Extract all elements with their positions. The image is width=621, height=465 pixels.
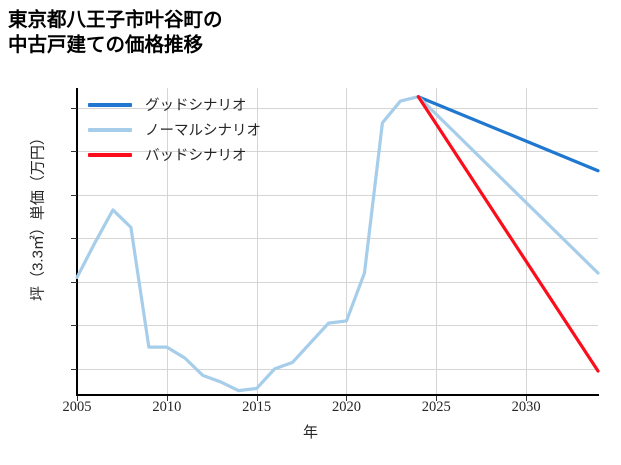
y-tick-mark <box>71 238 77 240</box>
y-tick-mark <box>71 107 77 109</box>
y-tick-mark <box>71 151 77 153</box>
legend: グッドシナリオ ノーマルシナリオ バッドシナリオ <box>88 92 303 167</box>
x-tick-label: 2020 <box>331 399 361 415</box>
legend-label-bad: バッドシナリオ <box>145 148 247 164</box>
x-tick-mark <box>346 396 348 401</box>
y-tick-mark <box>71 281 77 283</box>
legend-item-bad: バッドシナリオ <box>88 142 303 167</box>
gridline-horizontal <box>77 194 598 196</box>
gridline-horizontal <box>77 281 598 283</box>
x-tick-mark <box>256 396 258 401</box>
page-title: 東京都八王子市叶谷町の 中古戸建ての価格推移 <box>8 9 223 57</box>
x-axis-label: 年 <box>302 424 318 441</box>
x-tick-mark <box>166 396 168 401</box>
legend-label-good: グッドシナリオ <box>145 98 247 114</box>
x-tick-label: 2025 <box>421 399 451 415</box>
legend-label-normal: ノーマルシナリオ <box>145 123 261 139</box>
legend-swatch-bad <box>88 152 132 157</box>
y-axis-label: 坪（3.3㎡）単価（万円） <box>29 130 47 301</box>
legend-swatch-normal <box>88 127 132 132</box>
gridline-vertical <box>436 88 438 395</box>
legend-item-normal: ノーマルシナリオ <box>88 117 303 142</box>
gridline-vertical <box>526 88 528 395</box>
gridline-horizontal <box>77 368 598 370</box>
y-tick-mark <box>71 325 77 327</box>
x-tick-label: 2010 <box>152 399 182 415</box>
y-tick-mark <box>71 368 77 370</box>
x-axis-line <box>76 394 599 396</box>
gridline-horizontal <box>77 238 598 240</box>
y-tick-mark <box>71 194 77 196</box>
gridline-vertical <box>346 88 348 395</box>
x-tick-mark <box>77 396 78 401</box>
x-tick-label: 2030 <box>511 399 541 415</box>
x-tick-label: 2015 <box>242 399 272 415</box>
x-tick-mark <box>436 396 438 401</box>
x-tick-label: 2005 <box>62 399 92 415</box>
legend-item-good: グッドシナリオ <box>88 92 303 117</box>
x-tick-mark <box>526 396 528 401</box>
gridline-horizontal <box>77 325 598 327</box>
y-axis-line <box>76 88 78 396</box>
legend-swatch-good <box>88 102 132 107</box>
